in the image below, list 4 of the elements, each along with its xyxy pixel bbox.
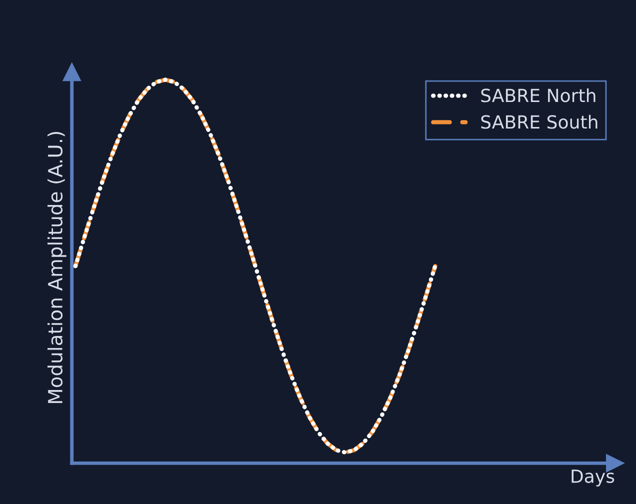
y-axis-title: Modulation Amplitude (A.U.) bbox=[47, 132, 66, 404]
text: Days bbox=[572, 470, 614, 487]
legend-label: SABRE South bbox=[481, 114, 598, 129]
legend-label: SABRE North bbox=[481, 88, 596, 102]
